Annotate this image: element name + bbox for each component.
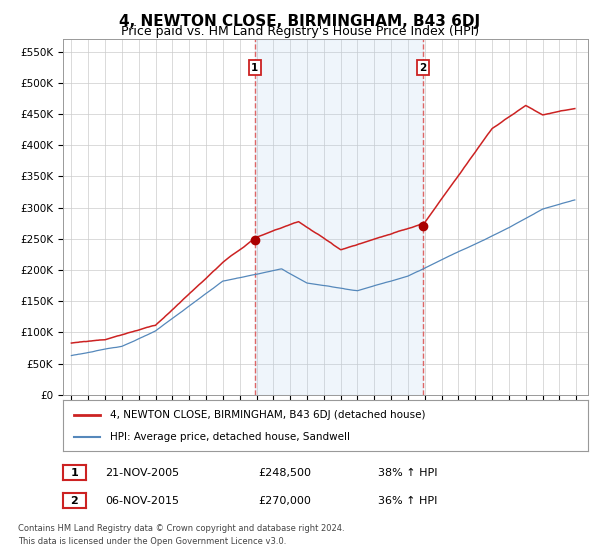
Text: 4, NEWTON CLOSE, BIRMINGHAM, B43 6DJ: 4, NEWTON CLOSE, BIRMINGHAM, B43 6DJ <box>119 14 481 29</box>
Bar <box>255 39 423 395</box>
Text: HPI: Average price, detached house, Sandwell: HPI: Average price, detached house, Sand… <box>110 432 350 442</box>
Text: 1: 1 <box>71 468 78 478</box>
Text: 1: 1 <box>251 63 259 73</box>
Text: Price paid vs. HM Land Registry's House Price Index (HPI): Price paid vs. HM Land Registry's House … <box>121 25 479 38</box>
Text: 21-NOV-2005: 21-NOV-2005 <box>105 468 179 478</box>
Text: 2: 2 <box>71 496 78 506</box>
Text: £248,500: £248,500 <box>258 468 311 478</box>
Text: 38% ↑ HPI: 38% ↑ HPI <box>378 468 437 478</box>
Text: 06-NOV-2015: 06-NOV-2015 <box>105 496 179 506</box>
Text: 2: 2 <box>419 63 427 73</box>
Text: 4, NEWTON CLOSE, BIRMINGHAM, B43 6DJ (detached house): 4, NEWTON CLOSE, BIRMINGHAM, B43 6DJ (de… <box>110 409 426 419</box>
Text: This data is licensed under the Open Government Licence v3.0.: This data is licensed under the Open Gov… <box>18 537 286 546</box>
Text: Contains HM Land Registry data © Crown copyright and database right 2024.: Contains HM Land Registry data © Crown c… <box>18 524 344 533</box>
Text: £270,000: £270,000 <box>258 496 311 506</box>
Text: 36% ↑ HPI: 36% ↑ HPI <box>378 496 437 506</box>
